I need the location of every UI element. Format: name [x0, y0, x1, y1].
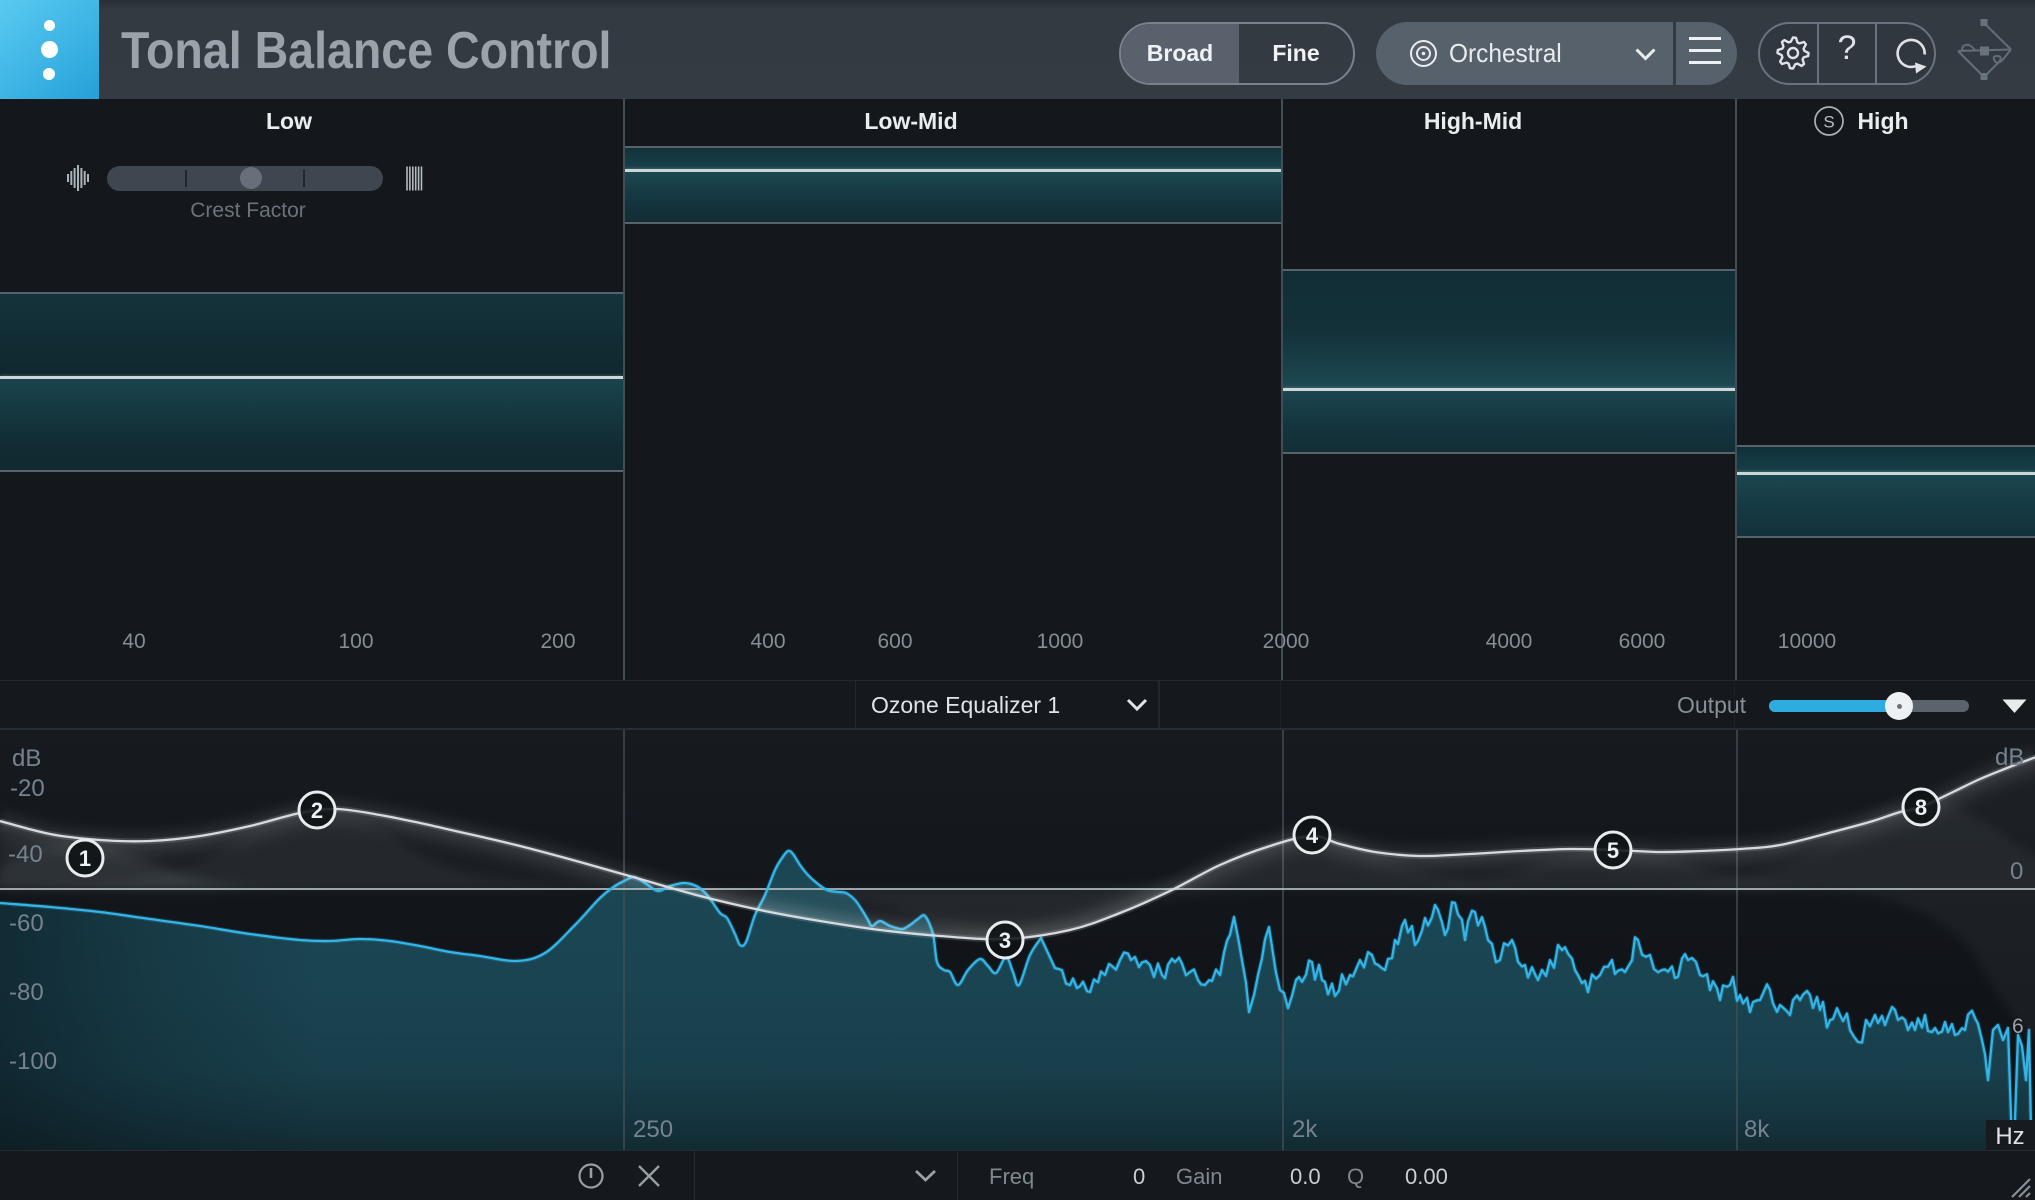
svg-text:Hz: Hz	[1995, 1123, 2024, 1150]
svg-text:8k: 8k	[1744, 1116, 1770, 1143]
svg-text:dB: dB	[12, 745, 41, 772]
svg-text:-40: -40	[8, 841, 43, 868]
svg-text:8: 8	[1915, 795, 1927, 820]
svg-text:2k: 2k	[1292, 1116, 1318, 1143]
svg-text:5: 5	[1607, 838, 1619, 863]
svg-text:-100: -100	[9, 1048, 57, 1075]
svg-text:3: 3	[999, 928, 1011, 953]
svg-text:-80: -80	[9, 979, 44, 1006]
svg-text:6: 6	[2012, 1015, 2024, 1038]
svg-text:-60: -60	[9, 910, 44, 937]
svg-text:-20: -20	[10, 775, 45, 802]
svg-text:S: S	[1823, 113, 1834, 132]
svg-text:1: 1	[79, 846, 91, 871]
svg-text:4: 4	[1306, 823, 1319, 848]
svg-text:2: 2	[311, 798, 323, 823]
svg-text:dB: dB	[1995, 744, 2024, 771]
svg-text:0: 0	[2010, 858, 2023, 885]
svg-text:250: 250	[633, 1116, 673, 1143]
